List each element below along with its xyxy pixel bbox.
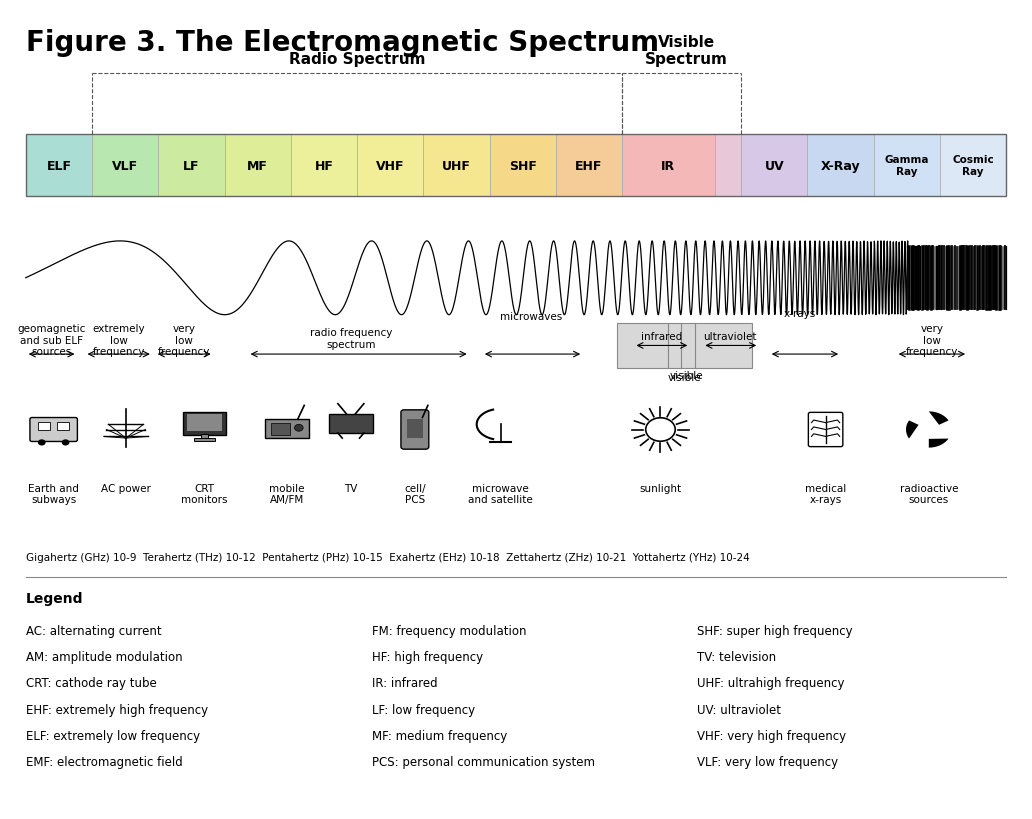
Text: microwave
and satellite: microwave and satellite: [469, 483, 533, 505]
Text: infrared: infrared: [641, 332, 682, 342]
Bar: [194, 439, 215, 441]
Bar: [329, 414, 373, 433]
Circle shape: [920, 423, 938, 437]
Text: HF: high frequency: HF: high frequency: [372, 650, 483, 663]
Text: AC power: AC power: [101, 483, 151, 493]
Bar: [201, 434, 207, 440]
FancyBboxPatch shape: [400, 410, 429, 450]
Text: Earth and
subways: Earth and subways: [28, 483, 79, 505]
Bar: [940, 135, 1006, 197]
Text: visible: visible: [670, 370, 704, 380]
Text: ELF: extremely low frequency: ELF: extremely low frequency: [26, 729, 200, 742]
Bar: [407, 419, 423, 439]
Text: very
low
frequency: very low frequency: [158, 324, 209, 356]
Text: UHF: UHF: [442, 160, 471, 172]
Text: AM: amplitude modulation: AM: amplitude modulation: [26, 650, 183, 663]
FancyBboxPatch shape: [808, 413, 843, 447]
Text: cell/
PCS: cell/ PCS: [405, 483, 425, 505]
Text: UV: UV: [765, 160, 784, 172]
Text: mobile
AM/FM: mobile AM/FM: [269, 483, 304, 505]
Text: HF: HF: [315, 160, 333, 172]
Circle shape: [646, 419, 675, 441]
Text: Gigahertz (GHz) 10-9  Terahertz (THz) 10-12  Pentahertz (PHz) 10-15  Exahertz (E: Gigahertz (GHz) 10-9 Terahertz (THz) 10-…: [26, 553, 749, 563]
Bar: [265, 419, 309, 439]
Text: sunlight: sunlight: [640, 483, 681, 493]
Text: MF: medium frequency: MF: medium frequency: [372, 729, 507, 742]
Bar: [874, 135, 940, 197]
Circle shape: [62, 440, 69, 446]
Text: VHF: very high frequency: VHF: very high frequency: [697, 729, 846, 742]
Text: microwaves: microwaves: [501, 311, 562, 321]
Text: radioactive
sources: radioactive sources: [900, 483, 958, 505]
Text: medical
x-rays: medical x-rays: [805, 483, 846, 505]
Bar: [489, 135, 556, 197]
Text: X-Ray: X-Ray: [820, 160, 861, 172]
Text: ultraviolet: ultraviolet: [704, 332, 757, 342]
Text: CRT
monitors: CRT monitors: [181, 483, 228, 505]
Text: SHF: super high frequency: SHF: super high frequency: [697, 624, 852, 637]
Text: CRT: cathode ray tube: CRT: cathode ray tube: [26, 676, 157, 690]
Text: LF: LF: [183, 160, 199, 172]
Bar: [26, 135, 1006, 197]
Bar: [26, 135, 92, 197]
Text: IR: infrared: IR: infrared: [372, 676, 438, 690]
Bar: [741, 135, 807, 197]
Bar: [57, 423, 69, 431]
Text: MF: MF: [248, 160, 268, 172]
Text: LF: low frequency: LF: low frequency: [372, 703, 475, 716]
Bar: [38, 423, 51, 431]
Text: VLF: VLF: [112, 160, 138, 172]
Text: extremely
low
frequency: extremely low frequency: [93, 324, 144, 356]
Text: Cosmic
Ray: Cosmic Ray: [953, 155, 994, 177]
Polygon shape: [906, 421, 929, 439]
Text: x-rays: x-rays: [783, 309, 816, 319]
Bar: [357, 135, 423, 197]
Bar: [622, 135, 715, 197]
Bar: [187, 414, 222, 432]
Text: FM: frequency modulation: FM: frequency modulation: [372, 624, 526, 637]
Circle shape: [38, 440, 45, 446]
Text: EMF: electromagnetic field: EMF: electromagnetic field: [26, 755, 183, 768]
Text: SHF: SHF: [509, 160, 537, 172]
Text: Legend: Legend: [26, 591, 84, 605]
Circle shape: [923, 425, 935, 435]
Text: AC: alternating current: AC: alternating current: [26, 624, 161, 637]
Text: Visible
Spectrum: Visible Spectrum: [645, 34, 729, 67]
Text: very
low
frequency: very low frequency: [906, 324, 958, 356]
Text: UHF: ultrahigh frequency: UHF: ultrahigh frequency: [697, 676, 844, 690]
Bar: [225, 135, 291, 197]
Text: Radio Spectrum: Radio Spectrum: [289, 52, 425, 67]
Text: VLF: very low frequency: VLF: very low frequency: [697, 755, 838, 768]
Text: TV: television: TV: television: [697, 650, 776, 663]
Text: VHF: VHF: [376, 160, 405, 172]
Bar: [158, 135, 225, 197]
Text: EHF: extremely high frequency: EHF: extremely high frequency: [26, 703, 207, 716]
Circle shape: [294, 425, 303, 432]
Bar: [270, 423, 290, 435]
Text: Figure 3. The Electromagnetic Spectrum: Figure 3. The Electromagnetic Spectrum: [26, 29, 658, 57]
Text: ELF: ELF: [46, 160, 71, 172]
FancyBboxPatch shape: [30, 418, 77, 442]
Bar: [291, 135, 357, 197]
Bar: [715, 135, 741, 197]
Text: visible: visible: [668, 373, 701, 382]
Text: geomagnetic
and sub ELF
sources: geomagnetic and sub ELF sources: [18, 324, 86, 356]
Bar: [423, 135, 489, 197]
Text: Gamma
Ray: Gamma Ray: [884, 155, 929, 177]
Text: EHF: EHF: [575, 160, 603, 172]
Bar: [617, 324, 751, 369]
Text: IR: IR: [662, 160, 675, 172]
Text: TV: TV: [345, 483, 357, 493]
Text: radio frequency
spectrum: radio frequency spectrum: [310, 328, 392, 349]
Bar: [92, 135, 158, 197]
Bar: [556, 135, 622, 197]
Bar: [807, 135, 874, 197]
Polygon shape: [929, 412, 948, 430]
Polygon shape: [929, 430, 948, 448]
Bar: [183, 413, 226, 435]
Text: UV: ultraviolet: UV: ultraviolet: [697, 703, 780, 716]
Text: PCS: personal communication system: PCS: personal communication system: [372, 755, 594, 768]
